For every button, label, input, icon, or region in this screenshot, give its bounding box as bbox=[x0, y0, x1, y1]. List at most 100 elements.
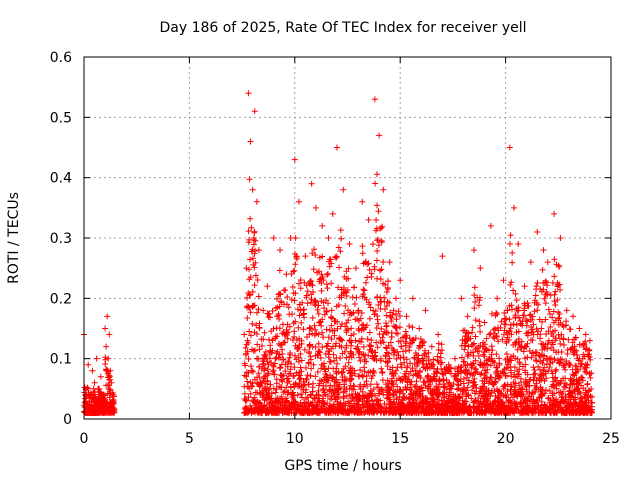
data-point-fill bbox=[348, 349, 355, 356]
data-point bbox=[527, 259, 534, 266]
data-point-fill bbox=[532, 370, 539, 377]
data-point-fill bbox=[539, 360, 546, 367]
data-point-fill bbox=[244, 314, 251, 321]
data-point-fill bbox=[411, 408, 418, 415]
data-point-fill bbox=[503, 351, 510, 358]
data-point-fill bbox=[588, 370, 595, 377]
data-point-fill bbox=[402, 328, 409, 335]
data-point-fill bbox=[518, 338, 525, 345]
data-point-fill bbox=[481, 378, 488, 385]
data-point-fill bbox=[512, 380, 519, 387]
data-point bbox=[586, 337, 593, 344]
data-point-fill bbox=[555, 315, 562, 322]
data-point-fill bbox=[483, 335, 490, 342]
data-point-fill bbox=[565, 336, 572, 343]
data-point-fill bbox=[515, 336, 522, 343]
data-point-fill bbox=[287, 384, 294, 391]
data-point-fill bbox=[411, 383, 418, 390]
data-point-fill bbox=[544, 340, 551, 347]
data-point-fill bbox=[372, 180, 379, 187]
data-point-fill bbox=[327, 358, 334, 365]
data-point-fill bbox=[250, 347, 257, 354]
data-point bbox=[287, 235, 294, 241]
data-point-fill bbox=[572, 369, 579, 376]
data-point bbox=[458, 295, 465, 302]
data-point-fill bbox=[299, 403, 306, 410]
data-point-fill bbox=[347, 398, 354, 405]
data-point-fill bbox=[309, 314, 316, 321]
data-point-fill bbox=[477, 328, 484, 335]
data-point-fill bbox=[277, 364, 284, 371]
data-point-fill bbox=[503, 403, 510, 410]
data-point bbox=[247, 138, 254, 145]
data-point-fill bbox=[393, 355, 400, 362]
data-point-fill bbox=[520, 312, 527, 319]
data-point-fill bbox=[333, 253, 340, 260]
data-point-fill bbox=[243, 397, 250, 404]
data-point-fill bbox=[106, 373, 113, 380]
data-point-fill bbox=[343, 268, 350, 275]
data-points bbox=[81, 90, 595, 416]
data-point bbox=[277, 247, 284, 254]
data-point-fill bbox=[276, 365, 283, 372]
data-point-fill bbox=[360, 409, 367, 416]
data-point-fill bbox=[407, 381, 414, 388]
data-point-fill bbox=[320, 334, 327, 341]
data-point-fill bbox=[244, 294, 251, 301]
x-axis-label: GPS time / hours bbox=[284, 458, 401, 474]
data-point-fill bbox=[439, 405, 446, 412]
data-point bbox=[409, 295, 416, 302]
data-point-fill bbox=[312, 405, 319, 412]
data-point-fill bbox=[399, 397, 406, 404]
data-point-fill bbox=[266, 314, 273, 321]
data-point-fill bbox=[384, 363, 391, 370]
data-point-fill bbox=[438, 359, 445, 366]
data-point-fill bbox=[405, 409, 412, 416]
data-point-fill bbox=[545, 328, 552, 335]
data-point-fill bbox=[315, 387, 322, 394]
data-point-fill bbox=[558, 331, 565, 338]
data-point-fill bbox=[458, 342, 465, 349]
data-point bbox=[270, 235, 277, 241]
data-point-fill bbox=[383, 322, 390, 329]
data-point bbox=[296, 198, 303, 205]
data-point-fill bbox=[584, 361, 591, 368]
x-tick-label: 0 bbox=[80, 431, 89, 447]
data-point-fill bbox=[531, 374, 538, 381]
data-point-fill bbox=[286, 354, 293, 361]
data-point-fill bbox=[370, 368, 377, 375]
data-point-fill bbox=[248, 363, 255, 370]
data-point-fill bbox=[576, 388, 583, 395]
data-point-fill bbox=[251, 282, 258, 289]
data-point-fill bbox=[452, 372, 459, 379]
data-point-fill bbox=[360, 383, 367, 390]
data-point-fill bbox=[316, 377, 323, 384]
data-point-fill bbox=[292, 318, 299, 325]
data-point-fill bbox=[518, 385, 525, 392]
data-point-fill bbox=[493, 364, 500, 371]
y-tick-label: 0 bbox=[63, 412, 72, 428]
data-point-fill bbox=[464, 349, 471, 356]
data-point-fill bbox=[315, 302, 322, 309]
data-point-fill bbox=[296, 312, 303, 319]
data-point-fill bbox=[246, 328, 253, 335]
data-point-fill bbox=[379, 334, 386, 341]
data-point-fill bbox=[385, 342, 392, 349]
data-point-fill bbox=[420, 358, 427, 365]
data-point-fill bbox=[299, 299, 306, 306]
data-point-fill bbox=[329, 343, 336, 350]
data-point bbox=[365, 216, 372, 223]
data-point-fill bbox=[410, 400, 417, 407]
data-point bbox=[481, 319, 488, 326]
data-point-fill bbox=[540, 352, 547, 359]
data-point-fill bbox=[377, 404, 384, 411]
data-point-fill bbox=[561, 342, 567, 349]
data-point-fill bbox=[333, 365, 340, 372]
data-point-fill bbox=[425, 349, 432, 356]
data-point-fill bbox=[403, 332, 410, 339]
y-tick-label: 0.5 bbox=[50, 110, 72, 126]
data-point-fill bbox=[536, 366, 543, 373]
data-point-fill bbox=[298, 391, 305, 398]
data-point-fill bbox=[552, 337, 559, 344]
data-point-fill bbox=[500, 385, 507, 392]
